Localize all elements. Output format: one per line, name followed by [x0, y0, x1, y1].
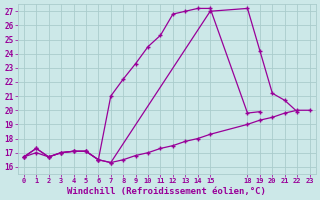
X-axis label: Windchill (Refroidissement éolien,°C): Windchill (Refroidissement éolien,°C) [67, 187, 266, 196]
